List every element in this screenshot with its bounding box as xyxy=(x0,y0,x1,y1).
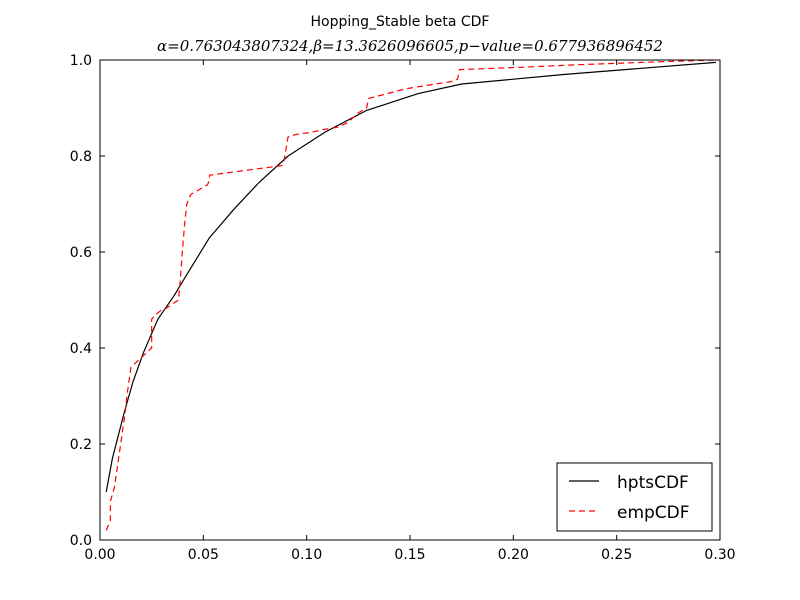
x-tick-label: 0.00 xyxy=(84,547,115,563)
chart-title: Hopping_Stable beta CDF xyxy=(311,14,490,30)
x-tick-label: 0.30 xyxy=(704,547,735,563)
plot-frame xyxy=(99,59,721,541)
x-tick-label: 0.15 xyxy=(394,547,425,563)
legend-box xyxy=(556,462,713,532)
x-tick-label: 0.05 xyxy=(188,547,219,563)
series-line-hptscdf xyxy=(105,61,716,493)
y-tick-label: 0.2 xyxy=(70,437,92,453)
y-tick-label: 0.4 xyxy=(70,341,92,357)
series-line-empcdf xyxy=(105,59,716,531)
x-tick-label: 0.20 xyxy=(498,547,529,563)
series-group xyxy=(105,59,716,531)
x-tick-label: 0.25 xyxy=(601,547,632,563)
y-tick-label: 1.0 xyxy=(70,53,92,69)
tick-group: 0.00 0.05 0.10 0.15 0.20 0.25 0.30 0.0 0.2 0.4 0.6… xyxy=(70,53,736,563)
y-tick-label: 0.0 xyxy=(70,533,92,549)
legend-label-empcdf: empCDF xyxy=(617,503,690,523)
chart-subtitle: α=0.763043807324,β=13.3626096605,p−value… xyxy=(157,37,663,55)
legend: hptsCDF empCDF xyxy=(556,462,713,532)
legend-label-hptscdf: hptsCDF xyxy=(617,473,689,493)
y-tick-label: 0.6 xyxy=(70,245,92,261)
y-tick-label: 0.8 xyxy=(70,149,92,165)
x-tick-label: 0.10 xyxy=(291,547,322,563)
